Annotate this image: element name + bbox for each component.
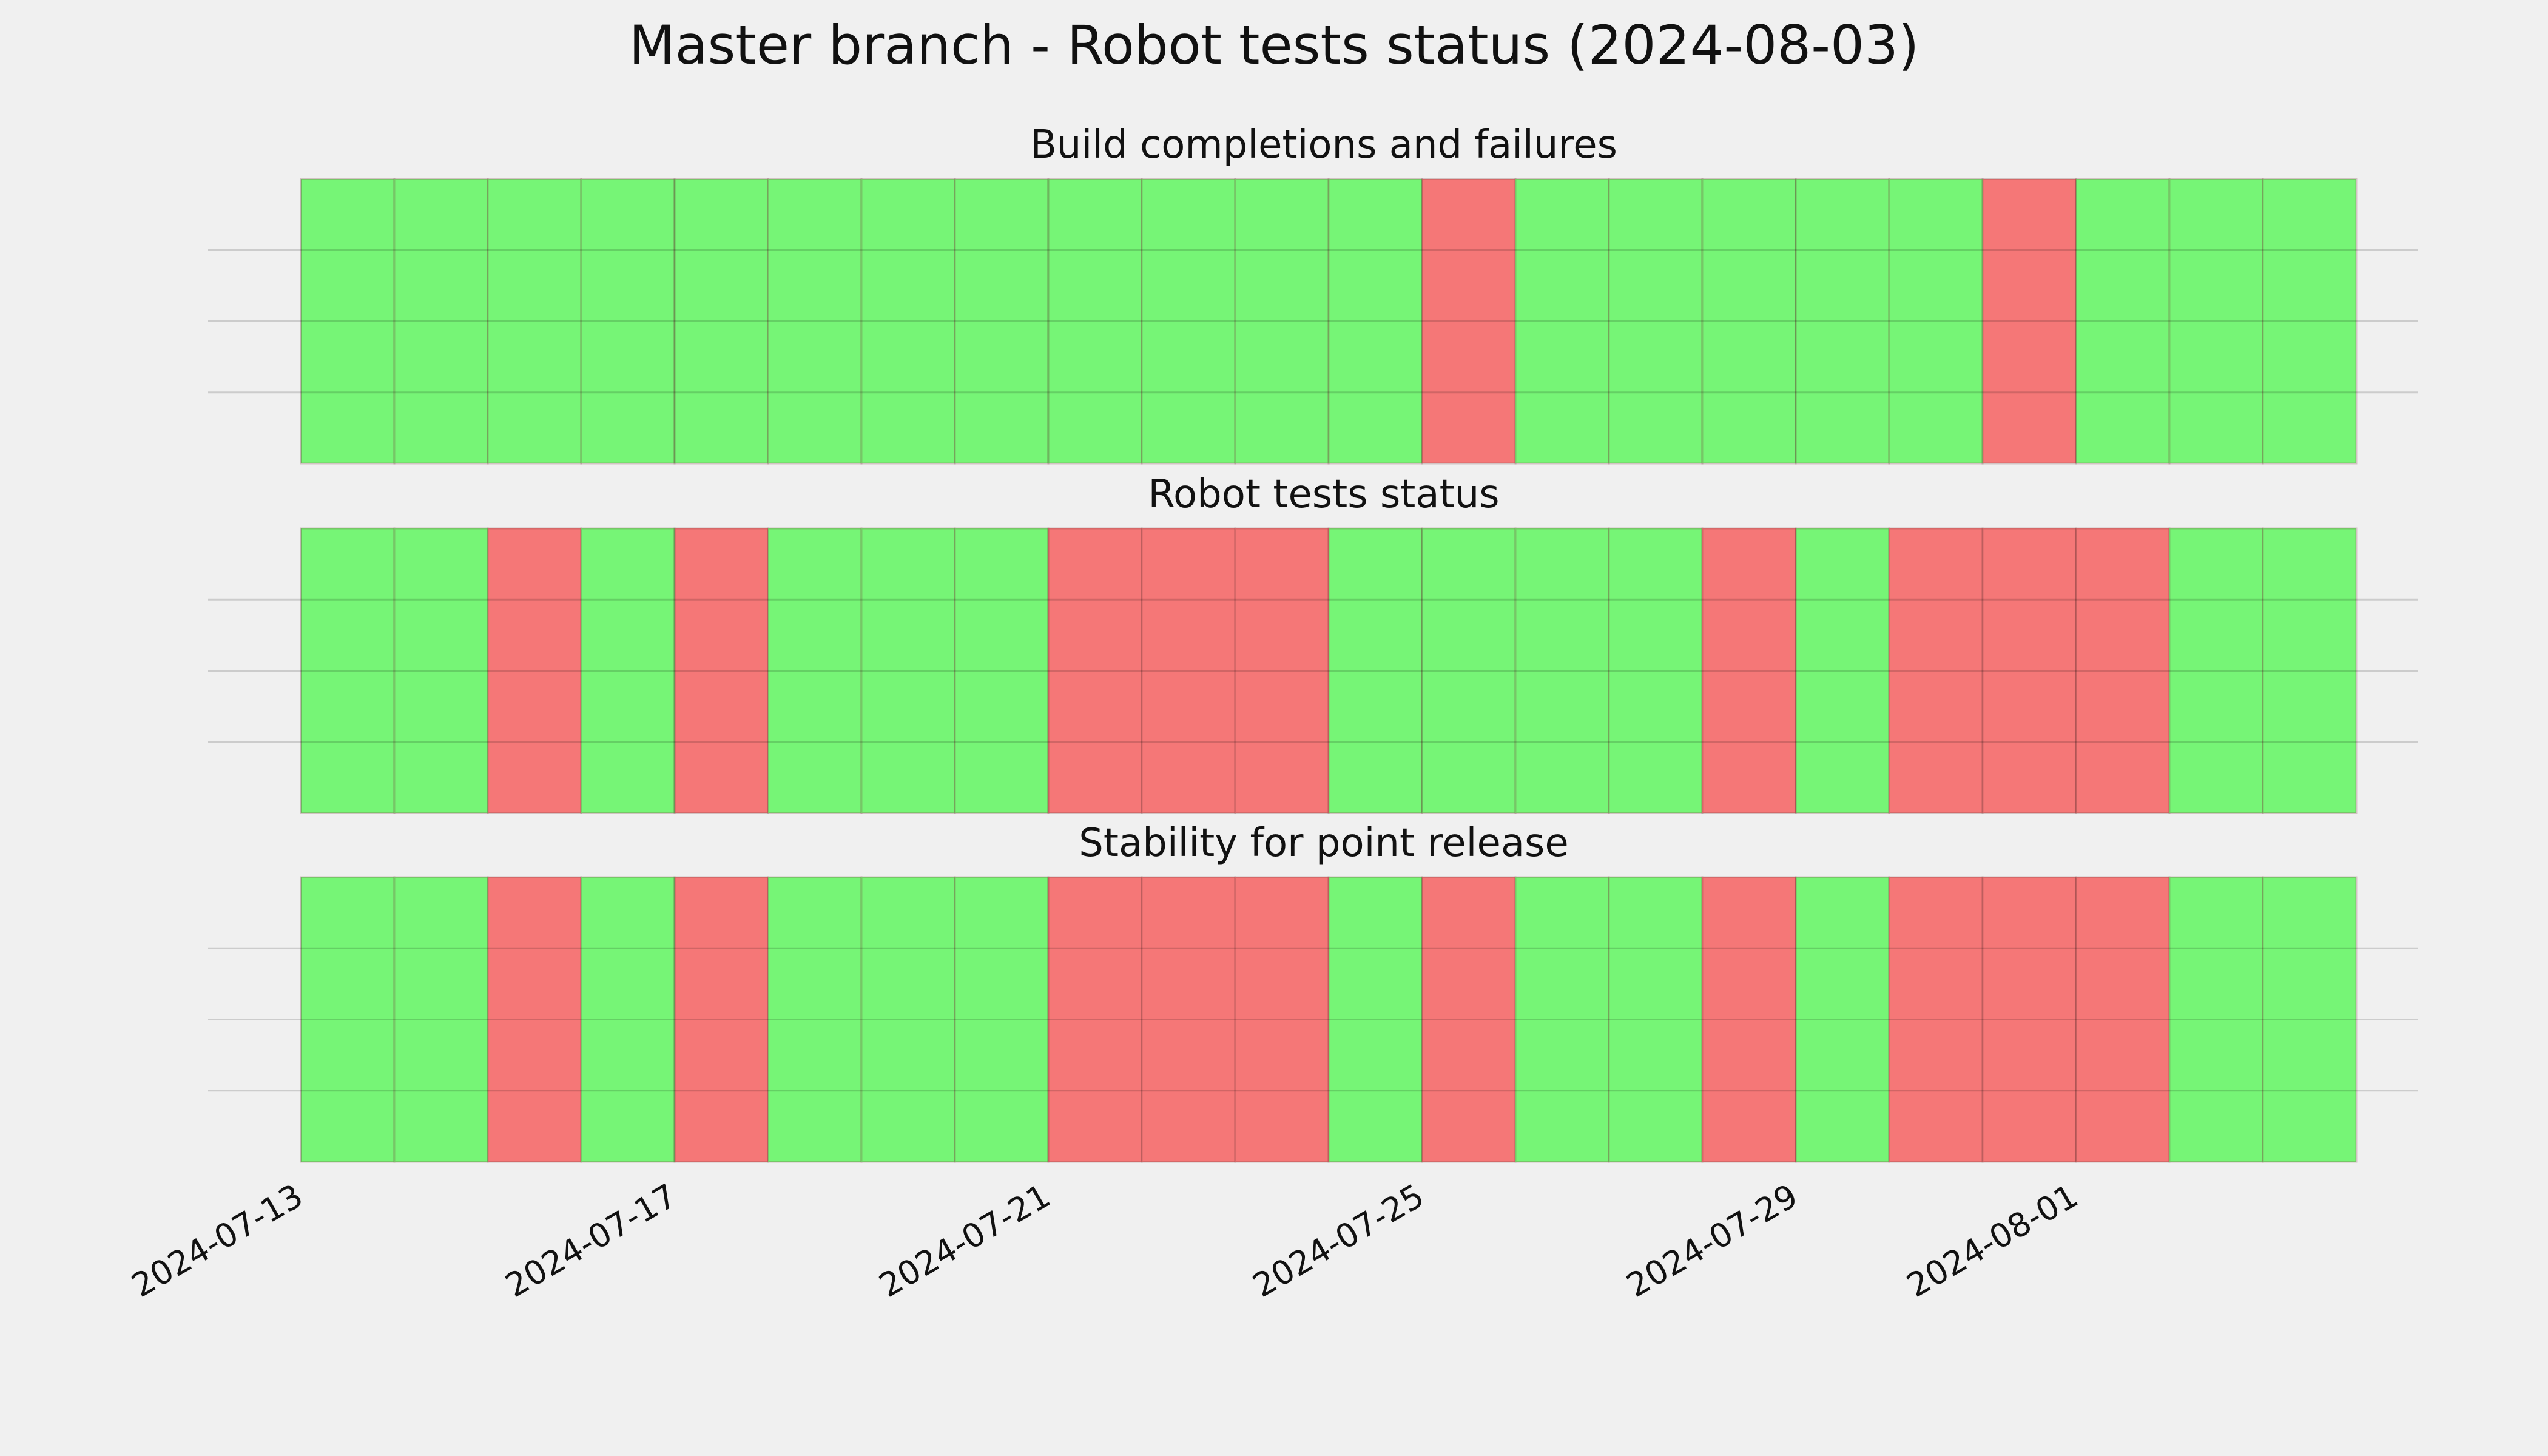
status-span	[1514, 178, 1610, 465]
status-span	[2075, 527, 2171, 814]
status-span	[954, 178, 1050, 465]
status-span	[300, 876, 396, 1163]
status-span	[1981, 876, 2077, 1163]
status-span	[673, 527, 769, 814]
status-span	[2168, 876, 2264, 1163]
status-span	[1701, 876, 1797, 1163]
status-span	[1981, 178, 2077, 465]
status-span	[393, 527, 489, 814]
status-span	[1981, 527, 2077, 814]
status-span	[1421, 178, 1517, 465]
status-span	[954, 876, 1050, 1163]
status-span	[1141, 178, 1236, 465]
status-span	[487, 178, 582, 465]
status-span	[1047, 178, 1143, 465]
status-span	[1234, 178, 1330, 465]
status-span	[1234, 527, 1330, 814]
status-span	[2168, 178, 2264, 465]
status-span	[954, 527, 1050, 814]
status-span	[1141, 876, 1236, 1163]
status-span	[767, 876, 863, 1163]
status-span	[580, 876, 676, 1163]
status-span	[1608, 178, 1704, 465]
status-span	[860, 527, 956, 814]
status-span	[2262, 876, 2358, 1163]
status-span	[1795, 876, 1890, 1163]
status-span	[1514, 527, 1610, 814]
status-span	[393, 876, 489, 1163]
chart-title: Master branch - Robot tests status (2024…	[629, 14, 1919, 76]
status-span	[860, 178, 956, 465]
status-span	[1795, 178, 1890, 465]
status-span	[300, 178, 396, 465]
status-span	[2262, 527, 2358, 814]
panel-title: Robot tests status	[1148, 472, 1499, 517]
status-span	[1514, 876, 1610, 1163]
status-span	[580, 527, 676, 814]
status-span	[1701, 178, 1797, 465]
status-span	[1234, 876, 1330, 1163]
status-span	[1141, 527, 1236, 814]
status-span	[767, 178, 863, 465]
status-span	[1888, 178, 1984, 465]
status-span	[1888, 527, 1984, 814]
status-span	[1608, 527, 1704, 814]
status-span	[393, 178, 489, 465]
status-span	[673, 178, 769, 465]
status-span	[1047, 527, 1143, 814]
status-span	[2075, 876, 2171, 1163]
status-span	[487, 876, 582, 1163]
panel-title: Build completions and failures	[1030, 123, 1617, 167]
status-span	[1608, 876, 1704, 1163]
status-span	[2075, 178, 2171, 465]
status-span	[1421, 527, 1517, 814]
status-span	[1701, 527, 1797, 814]
status-span	[300, 527, 396, 814]
status-span	[2262, 178, 2358, 465]
status-span	[860, 876, 956, 1163]
status-span	[580, 178, 676, 465]
panel-title: Stability for point release	[1079, 821, 1569, 866]
status-span	[1327, 876, 1423, 1163]
status-span	[1327, 178, 1423, 465]
